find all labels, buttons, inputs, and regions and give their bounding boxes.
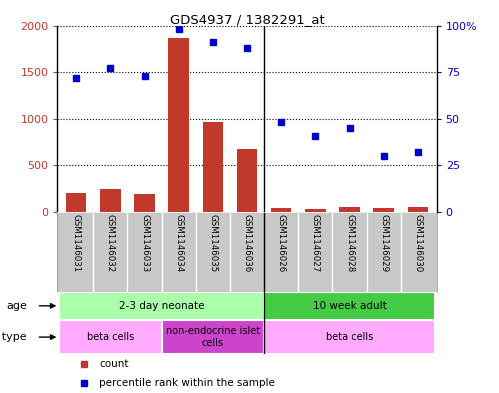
Text: GSM1146034: GSM1146034 (174, 214, 183, 273)
Text: 10 week adult: 10 week adult (313, 301, 386, 311)
Text: count: count (99, 358, 129, 369)
Bar (373, 208, 394, 212)
Title: GDS4937 / 1382291_at: GDS4937 / 1382291_at (170, 13, 324, 26)
Bar (339, 207, 360, 212)
Bar (408, 207, 428, 212)
Bar (162, 320, 264, 354)
Bar (264, 320, 435, 354)
Bar (66, 193, 86, 212)
Bar (100, 189, 121, 212)
Text: beta cells: beta cells (326, 332, 373, 342)
Text: GSM1146036: GSM1146036 (243, 214, 251, 273)
Bar (237, 149, 257, 212)
Text: GSM1146030: GSM1146030 (413, 214, 422, 273)
Text: GSM1146029: GSM1146029 (379, 214, 388, 272)
Text: cell type: cell type (0, 332, 27, 342)
Text: percentile rank within the sample: percentile rank within the sample (99, 378, 275, 388)
Text: GSM1146035: GSM1146035 (209, 214, 218, 273)
Text: GSM1146027: GSM1146027 (311, 214, 320, 273)
Bar (59, 292, 264, 320)
Bar (305, 209, 325, 212)
Bar (264, 292, 435, 320)
Text: GSM1146028: GSM1146028 (345, 214, 354, 273)
Text: GSM1146033: GSM1146033 (140, 214, 149, 273)
Text: GSM1146031: GSM1146031 (72, 214, 81, 273)
Text: age: age (6, 301, 27, 311)
Text: GSM1146032: GSM1146032 (106, 214, 115, 273)
Text: GSM1146026: GSM1146026 (276, 214, 285, 273)
Bar (59, 320, 162, 354)
Bar (271, 208, 291, 212)
Bar (134, 194, 155, 212)
Text: beta cells: beta cells (87, 332, 134, 342)
Bar (169, 38, 189, 212)
Bar (203, 123, 223, 212)
Text: non-endocrine islet
cells: non-endocrine islet cells (166, 326, 260, 348)
Text: 2-3 day neonate: 2-3 day neonate (119, 301, 205, 311)
